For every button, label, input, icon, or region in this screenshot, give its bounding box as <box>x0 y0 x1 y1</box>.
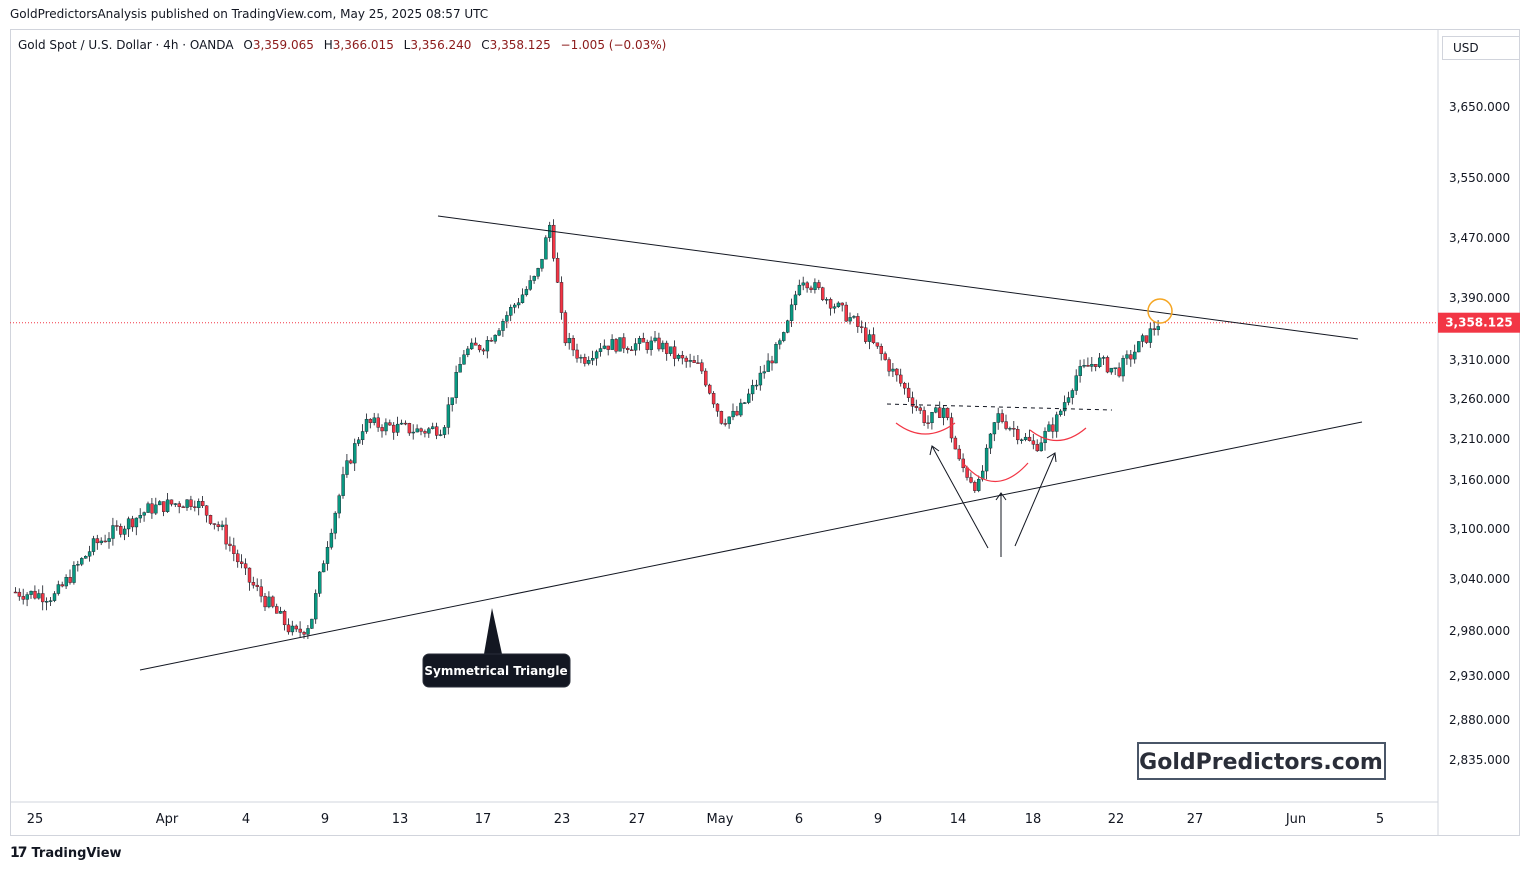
low-value: 3,356.240 <box>410 38 472 52</box>
symbol-legend: Gold Spot / U.S. Dollar · 4h · OANDA O3,… <box>18 38 666 52</box>
close-label: C <box>481 38 490 52</box>
currency-label: USD <box>1453 41 1479 55</box>
open-value: 3,359.065 <box>252 38 314 52</box>
close-value: 3,358.125 <box>489 38 551 52</box>
tradingview-logo-icon: 17 <box>10 845 28 861</box>
tradingview-brand[interactable]: 17 TradingView <box>10 845 122 861</box>
high-value: 3,366.015 <box>332 38 394 52</box>
publication-caption: GoldPredictorsAnalysis published on Trad… <box>10 7 489 21</box>
currency-selector[interactable]: USD <box>1442 36 1520 60</box>
brand-name: TradingView <box>31 845 122 861</box>
open-label: O <box>243 38 253 52</box>
symbol-title: Gold Spot / U.S. Dollar · 4h · OANDA <box>18 38 234 52</box>
low-label: L <box>403 38 411 52</box>
chart-frame <box>10 29 1520 836</box>
high-label: H <box>323 38 333 52</box>
change-value: −1.005 (−0.03%) <box>560 38 667 52</box>
